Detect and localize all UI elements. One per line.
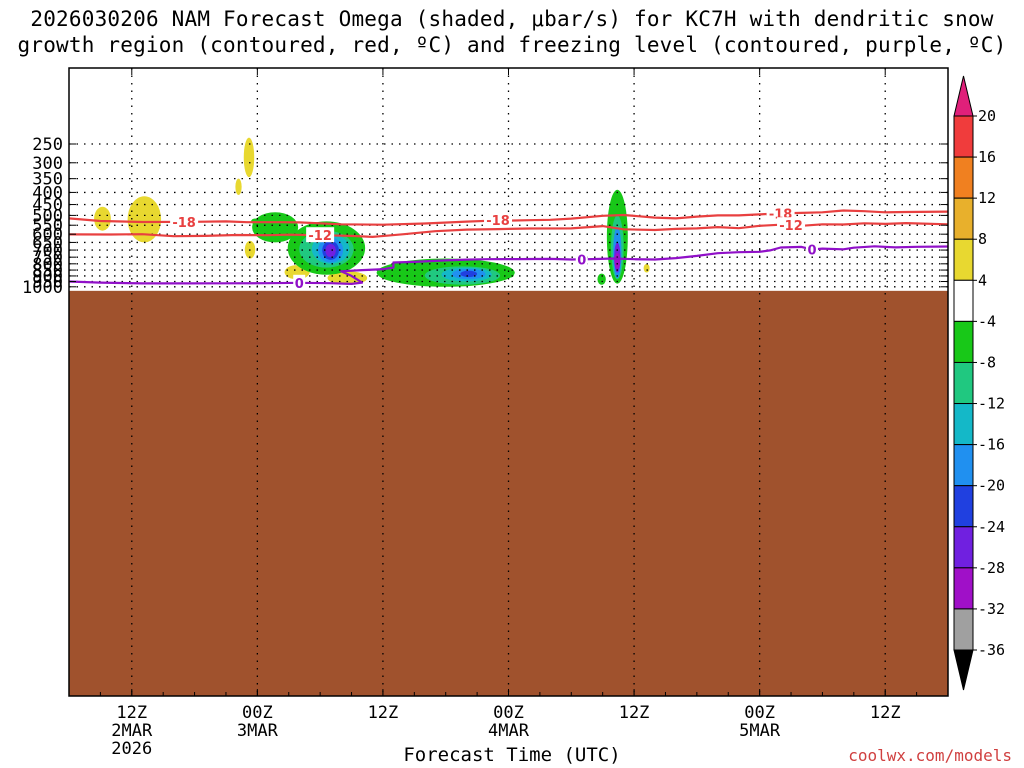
chart-title: 2026030206 NAM Forecast Omega (shaded, μ…	[0, 6, 1024, 58]
colorbar-label-7: -12	[978, 395, 1005, 413]
y-tick-label-450: 450	[32, 196, 63, 216]
colorbar-label-2: 12	[978, 189, 996, 207]
yellow-blob-2	[127, 196, 162, 243]
colorbar-label-9: -20	[978, 477, 1005, 495]
yellow-blob-7	[327, 271, 368, 285]
title-line-1: 2026030206 NAM Forecast Omega (shaded, μ…	[30, 7, 994, 31]
purple-core-1	[325, 243, 336, 258]
x-tick-label-42-1: 4MAR	[488, 721, 530, 741]
colorbar-swatch-0	[953, 115, 974, 158]
plot-frame	[68, 67, 949, 697]
yellow-blob-3	[243, 137, 255, 178]
y-tick-label-600: 600	[32, 225, 63, 245]
yellow-blob-1	[94, 206, 111, 231]
title-line-2: growth region (contoured, red, ºC) and f…	[17, 33, 1007, 57]
y-tick-label-700: 700	[32, 241, 63, 261]
dgz-minus-12-label-bg	[777, 217, 806, 233]
colorbar-swatch-9	[953, 485, 974, 528]
dgz-minus-18-label-bg	[766, 205, 795, 221]
colorbar-swatch-8	[953, 444, 974, 487]
y-tick-label-750: 750	[32, 248, 63, 268]
colorbar-label-13: -36	[978, 641, 1005, 659]
y-tick-label-350: 350	[32, 170, 63, 190]
x-tick-label-42-0: 00Z	[493, 703, 524, 723]
y-tick-label-500: 500	[32, 206, 63, 226]
colorbar-swatch-10	[953, 526, 974, 569]
freezing-level-label-2: 0	[807, 243, 816, 258]
x-tick-label-30-0: 12Z	[368, 703, 399, 723]
colorbar-label-4: 4	[978, 271, 987, 289]
freezing-level-label-0: 0	[295, 277, 304, 292]
y-tick-label-1000: 1000	[22, 278, 63, 298]
green-cell-7	[597, 273, 606, 285]
colorbar-swatch-3	[953, 238, 974, 281]
green-cell-6	[505, 273, 514, 278]
x-axis-label: Forecast Time (UTC)	[403, 744, 621, 766]
dgz-minus-12-label-1: -12	[779, 219, 803, 234]
colorbar: 20 16 12 8 4 -4 -8 -12 -16 -20 -24 -28 -32 -36	[953, 75, 1005, 691]
dgz-minus-18-label-1: -18	[486, 214, 510, 229]
magenta-core-1	[614, 252, 621, 269]
colorbar-label-12: -32	[978, 600, 1005, 618]
y-tick-label-400: 400	[32, 183, 63, 203]
colorbar-swatch-12	[953, 608, 974, 651]
dgz-minus-18-label-bg	[484, 212, 513, 228]
y-tick-label-650: 650	[32, 233, 63, 253]
colorbar-label-1: 16	[978, 148, 996, 166]
credit-text: coolwx.com/models	[848, 746, 1012, 765]
colorbar-label-3: 8	[978, 230, 987, 248]
freezing-level-label-bg	[293, 274, 306, 290]
ground-strip	[69, 290, 948, 696]
y-tick-label-300: 300	[32, 154, 63, 174]
x-tick-label-18-1: 3MAR	[237, 721, 279, 741]
freezing-level-label-bg	[575, 251, 588, 267]
dgz-minus-12-label-bg	[306, 227, 335, 243]
y-tick-label-250: 250	[32, 135, 63, 155]
colorbar-label-5: -4	[978, 312, 996, 330]
axes-layer: 2503003504004505005506006507007508008509…	[22, 67, 949, 759]
x-tick-label-6-1: 2MAR	[111, 721, 153, 741]
colorbar-label-0: 20	[978, 107, 996, 125]
darkblue-core-2	[460, 270, 478, 278]
colorbar-label-10: -24	[978, 518, 1005, 536]
dgz-minus-18-line	[69, 209, 948, 226]
dgz-minus-12-line	[69, 222, 948, 238]
dgz-minus-18-label-bg	[170, 213, 199, 229]
dgz-minus-18-label-0: -18	[172, 216, 196, 231]
y-tick-label-550: 550	[32, 216, 63, 236]
colorbar-label-6: -8	[978, 353, 996, 371]
yellow-blob-8	[643, 263, 650, 273]
y-tick-label-950: 950	[32, 273, 63, 293]
x-tick-label-6-2: 2026	[111, 739, 152, 759]
yellow-blob-4	[235, 178, 242, 195]
x-tick-label-54-0: 12Z	[619, 703, 650, 723]
x-tick-label-66-1: 5MAR	[739, 721, 781, 741]
freezing-level-label-bg	[805, 241, 818, 257]
colorbar-bottom-arrow	[953, 649, 974, 691]
colorbar-swatch-11	[953, 567, 974, 610]
colorbar-label-8: -16	[978, 436, 1005, 454]
omega-shading-layer	[69, 137, 948, 696]
x-tick-label-18-0: 00Z	[242, 703, 273, 723]
colorbar-top-arrow	[953, 75, 974, 117]
x-tick-label-66-0: 00Z	[744, 703, 775, 723]
y-tick-label-850: 850	[32, 261, 63, 281]
colorbar-swatch-7	[953, 403, 974, 446]
x-tick-label-6-0: 12Z	[116, 703, 147, 723]
colorbar-swatch-4	[953, 279, 974, 322]
y-tick-label-900: 900	[32, 267, 63, 287]
colorbar-swatch-6	[953, 361, 974, 405]
colorbar-swatch-5	[953, 320, 974, 363]
y-tick-label-800: 800	[32, 255, 63, 275]
x-tick-label-78-0: 12Z	[870, 703, 901, 723]
dgz-minus-12-label-0: -12	[308, 229, 332, 244]
colorbar-swatch-2	[953, 197, 974, 240]
colorbar-swatch-1	[953, 156, 974, 199]
freezing-level-label-1: 0	[577, 253, 586, 268]
colorbar-label-11: -28	[978, 559, 1005, 577]
